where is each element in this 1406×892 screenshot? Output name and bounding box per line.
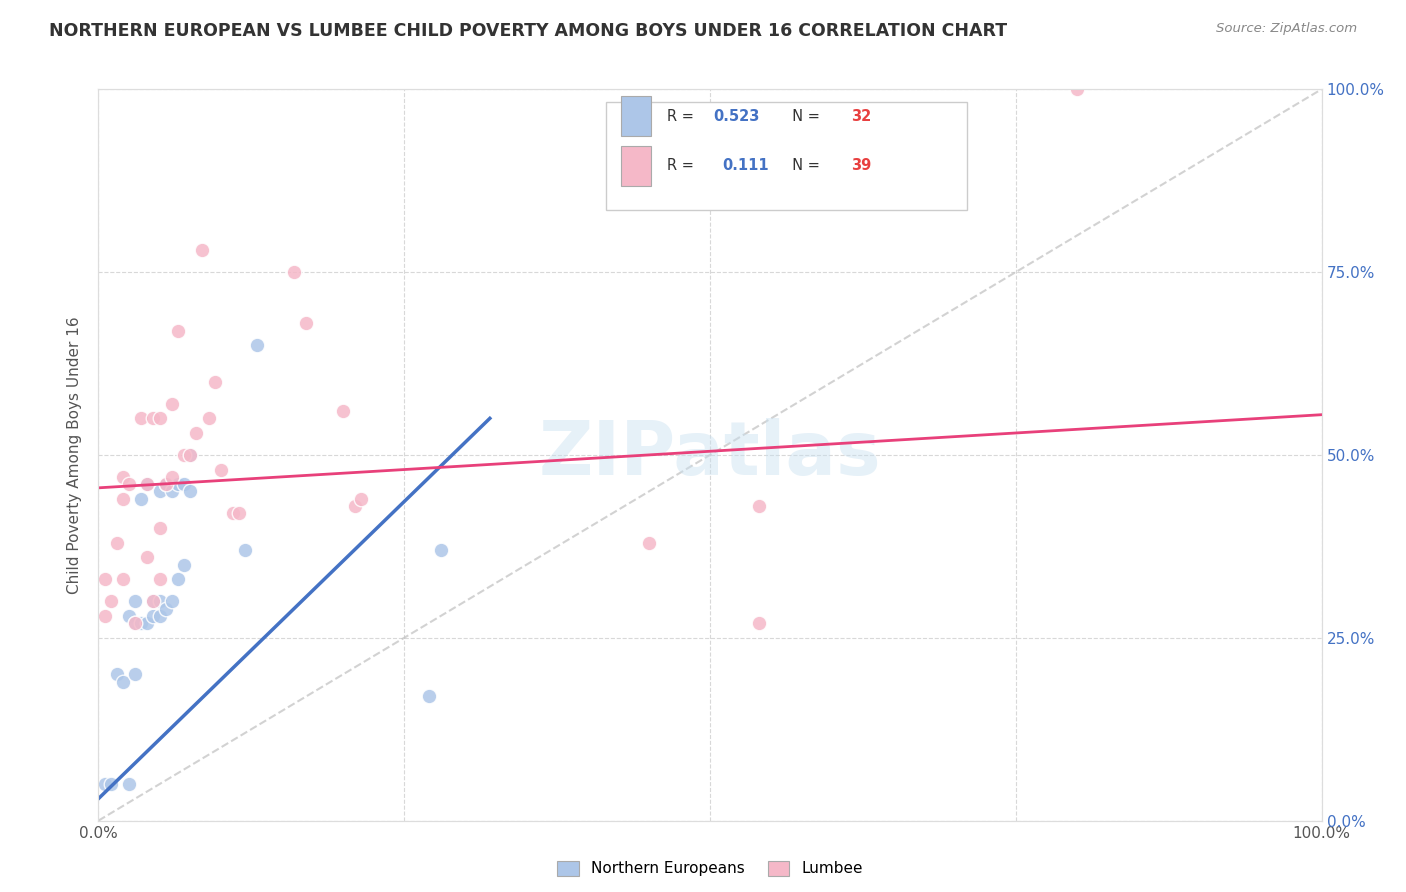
Point	[160, 484, 183, 499]
Point	[350, 491, 373, 506]
Point	[191, 243, 214, 257]
Point	[179, 448, 201, 462]
Point	[155, 477, 177, 491]
Point	[124, 616, 146, 631]
Point	[160, 397, 183, 411]
Legend: Northern Europeans, Lumbee: Northern Europeans, Lumbee	[551, 855, 869, 882]
Point	[118, 777, 141, 791]
Point	[160, 594, 183, 608]
Point	[209, 462, 232, 476]
Text: 32: 32	[851, 109, 870, 124]
Text: NORTHERN EUROPEAN VS LUMBEE CHILD POVERTY AMONG BOYS UNDER 16 CORRELATION CHART: NORTHERN EUROPEAN VS LUMBEE CHILD POVERT…	[49, 22, 1007, 40]
Point	[129, 491, 152, 506]
Point	[186, 425, 208, 440]
Point	[167, 324, 190, 338]
Point	[332, 404, 354, 418]
Point	[222, 507, 245, 521]
Point	[295, 316, 318, 330]
Point	[167, 572, 190, 586]
Point	[129, 411, 152, 425]
Text: R =: R =	[668, 159, 703, 173]
Point	[149, 572, 172, 586]
Point	[124, 594, 146, 608]
Point	[93, 572, 115, 586]
Point	[111, 674, 134, 689]
Point	[124, 667, 146, 681]
Point	[638, 535, 661, 549]
Point	[173, 558, 195, 572]
Point	[173, 448, 195, 462]
Text: Source: ZipAtlas.com: Source: ZipAtlas.com	[1216, 22, 1357, 36]
Text: 39: 39	[851, 159, 870, 173]
Y-axis label: Child Poverty Among Boys Under 16: Child Poverty Among Boys Under 16	[67, 316, 83, 594]
Point	[93, 608, 115, 623]
Point	[179, 448, 201, 462]
Point	[129, 616, 152, 631]
Point	[136, 616, 159, 631]
Point	[748, 499, 770, 513]
Point	[160, 470, 183, 484]
Point	[136, 550, 159, 565]
Text: ZIPatlas: ZIPatlas	[538, 418, 882, 491]
Point	[155, 477, 177, 491]
Point	[142, 594, 165, 608]
Point	[179, 484, 201, 499]
Point	[111, 491, 134, 506]
Text: N =: N =	[783, 159, 825, 173]
Text: N =: N =	[783, 109, 825, 124]
Point	[118, 477, 141, 491]
Point	[142, 594, 165, 608]
Text: 0.523: 0.523	[714, 109, 761, 124]
Point	[111, 470, 134, 484]
Point	[118, 608, 141, 623]
Point	[418, 690, 440, 704]
Point	[105, 535, 128, 549]
FancyBboxPatch shape	[620, 96, 651, 136]
Point	[173, 477, 195, 491]
Point	[136, 477, 159, 491]
Point	[246, 338, 269, 352]
Point	[142, 608, 165, 623]
Point	[344, 499, 367, 513]
Point	[136, 477, 159, 491]
Point	[1066, 82, 1088, 96]
Point	[167, 477, 190, 491]
Point	[111, 572, 134, 586]
Point	[233, 543, 256, 558]
Point	[105, 667, 128, 681]
Text: 0.111: 0.111	[723, 159, 769, 173]
Point	[93, 777, 115, 791]
Point	[100, 777, 122, 791]
Point	[149, 594, 172, 608]
Point	[100, 594, 122, 608]
Point	[228, 507, 250, 521]
FancyBboxPatch shape	[620, 146, 651, 186]
Point	[283, 265, 305, 279]
Point	[197, 411, 219, 425]
FancyBboxPatch shape	[606, 102, 967, 210]
Point	[149, 608, 172, 623]
Point	[204, 375, 226, 389]
Text: R =: R =	[668, 109, 699, 124]
Point	[155, 601, 177, 615]
Point	[124, 616, 146, 631]
Point	[748, 616, 770, 631]
Point	[142, 411, 165, 425]
Point	[430, 543, 453, 558]
Point	[149, 484, 172, 499]
Point	[149, 411, 172, 425]
Point	[149, 521, 172, 535]
